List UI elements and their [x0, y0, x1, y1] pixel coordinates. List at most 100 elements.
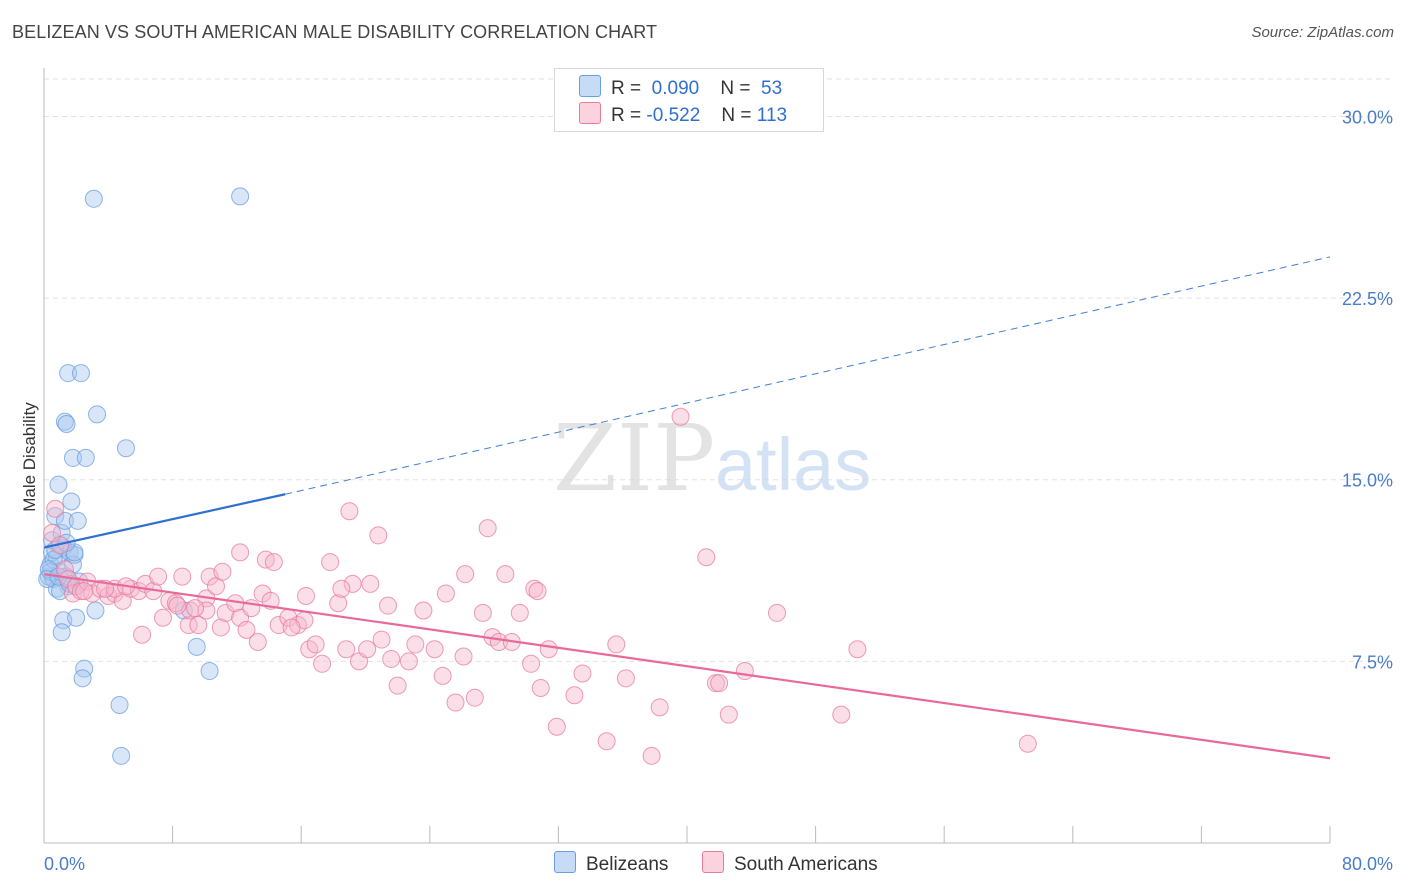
south-american-point [313, 654, 332, 673]
belizean-point [62, 492, 81, 511]
south-american-point [597, 732, 616, 751]
south-american-trend-line [43, 573, 1331, 760]
grid-lines [44, 78, 1392, 662]
legend-r-value-belizeans: 0.090 [651, 78, 700, 99]
belizean-point [86, 601, 105, 620]
belizean-point [231, 187, 250, 206]
south-american-point [46, 499, 65, 518]
south-american-point [343, 574, 362, 593]
belizean-point [112, 746, 131, 765]
watermark-atlas: atlas [715, 423, 871, 506]
belizean-point [73, 669, 92, 688]
belizean-point [110, 695, 129, 714]
trend-lines [43, 256, 1331, 760]
belizean-point [59, 364, 78, 383]
south-american-point [337, 640, 356, 659]
south-american-point [573, 664, 592, 683]
legend-r-label: R = [611, 78, 642, 99]
south-american-point [650, 698, 669, 717]
belizean-point [76, 448, 95, 467]
south-american-point [264, 553, 283, 572]
south-american-point [719, 705, 738, 724]
south-american-point [425, 640, 444, 659]
south-american-point [361, 574, 380, 593]
south-american-point [710, 674, 729, 693]
legend-n-value-belizeans: 53 [761, 78, 783, 99]
bottom-legend-belizeans: Belizeans [554, 851, 668, 876]
south-american-point [848, 640, 867, 659]
chart-title: BELIZEAN VS SOUTH AMERICAN MALE DISABILI… [12, 22, 658, 42]
south-american-point [369, 526, 388, 545]
south-american-point [478, 519, 497, 538]
source-label: Source: ZipAtlas.com [1251, 24, 1394, 41]
belizean-point [84, 189, 103, 208]
south-american-point [473, 603, 492, 622]
south-american-point [735, 662, 754, 681]
belizean-trend-line [43, 493, 286, 549]
south-american-point [153, 608, 172, 627]
south-american-point [768, 603, 787, 622]
south-american-point [399, 652, 418, 671]
watermark-zip: ZIP [553, 405, 715, 512]
south-american-point [406, 635, 425, 654]
belizean-point [52, 623, 71, 642]
south-american-point [237, 620, 256, 639]
south-american-point [454, 647, 473, 666]
legend-n-label: N = [721, 105, 752, 126]
stats-legend: R = 0.090 N = 53 R = -0.522 N = 113 [554, 68, 824, 132]
south-american-point [149, 567, 168, 586]
south-american-point [379, 596, 398, 615]
south-american-point [642, 746, 661, 765]
south-american-point [436, 584, 455, 603]
belizean-point [71, 364, 90, 383]
south-american-point [211, 618, 230, 637]
belizean-point [68, 511, 87, 530]
belizean-point [49, 475, 68, 494]
south-american-point [565, 686, 584, 705]
y-tick-label: 30.0% [1342, 107, 1393, 127]
belizean-trend-extension [285, 256, 1331, 495]
south-american-point [213, 562, 232, 581]
y-axis-label: Male Disability [20, 402, 39, 512]
south-american-point [522, 654, 541, 673]
belizean-point [187, 637, 206, 656]
south-american-point [173, 567, 192, 586]
belizean-point [67, 608, 86, 627]
south-american-point [531, 679, 550, 697]
belizean-point [46, 507, 65, 526]
south-american-point [297, 586, 316, 605]
belizean-point [57, 415, 76, 434]
belizean-point [116, 439, 135, 458]
south-american-point [340, 502, 359, 521]
south-american-point [75, 582, 94, 601]
bottom-legend-south-americans: South Americans [702, 851, 878, 876]
belizean-point [200, 662, 219, 681]
bottom-legend-swatch-belizeans [554, 851, 576, 873]
belizean-point [88, 405, 107, 424]
legend-r-label: R = [611, 105, 642, 126]
belizean-point [75, 659, 94, 678]
south-american-point [671, 407, 690, 426]
south-american-point [321, 553, 340, 572]
data-points [38, 187, 1037, 765]
south-american-point [189, 616, 208, 635]
south-american-point [433, 666, 452, 685]
south-american-point [332, 579, 351, 598]
south-american-point [456, 565, 475, 584]
south-american-point [168, 596, 187, 615]
x-tick-label-min: 0.0% [44, 854, 85, 874]
south-american-point [616, 669, 635, 688]
south-american-point [525, 579, 544, 598]
south-american-point [446, 693, 465, 712]
south-american-point [547, 717, 566, 736]
south-american-point [528, 582, 547, 601]
south-american-point [465, 688, 484, 707]
south-american-point [1018, 734, 1037, 753]
south-american-point [282, 618, 301, 637]
south-american-point [496, 565, 515, 584]
legend-row-belizeans: R = 0.090 N = 53 [579, 75, 782, 101]
belizean-point [55, 511, 74, 530]
y-tick-label: 15.0% [1342, 471, 1393, 491]
y-tick-label: 7.5% [1352, 652, 1393, 672]
south-american-point [510, 603, 529, 622]
